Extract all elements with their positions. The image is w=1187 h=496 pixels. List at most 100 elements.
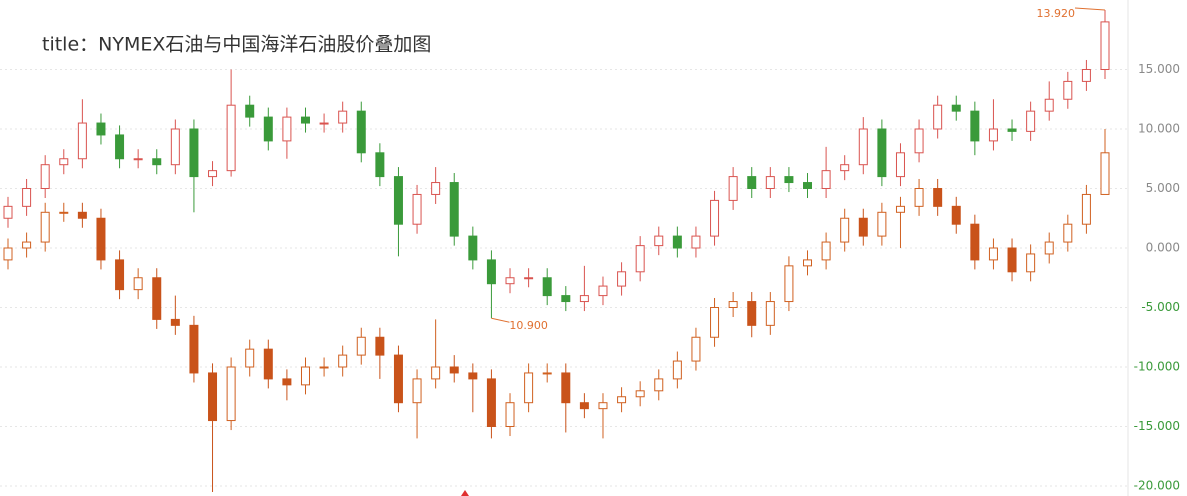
y-tick-label: -15.000 — [1134, 419, 1180, 433]
candle-body — [1063, 223, 1073, 243]
candle-body — [524, 277, 534, 280]
candle-body — [672, 360, 682, 380]
candle-body — [561, 372, 571, 404]
candle-body — [263, 348, 273, 380]
candle-body — [300, 116, 310, 124]
candle-body — [914, 128, 924, 154]
candle-body — [505, 402, 515, 428]
y-tick-label: -5.000 — [1141, 300, 1180, 314]
candle-body — [245, 104, 255, 118]
candle-body — [598, 402, 608, 410]
candle-body — [895, 152, 905, 178]
candle-body — [895, 205, 905, 213]
candle-body — [356, 110, 366, 154]
candle-body — [356, 336, 366, 356]
chart-title: title：NYMEX石油与中国海洋石油股价叠加图 — [42, 34, 431, 56]
candle-body — [635, 390, 645, 398]
candle-body — [635, 245, 645, 273]
annotation: 13.920 — [1037, 7, 1076, 20]
candle-body — [728, 301, 738, 309]
candle-body — [840, 217, 850, 243]
candle-body — [22, 241, 32, 249]
candle-body — [468, 235, 478, 261]
candle-body — [263, 116, 273, 142]
candle-body — [152, 158, 162, 166]
candle-body — [672, 235, 682, 249]
candle-body — [914, 187, 924, 207]
candle-body — [691, 336, 701, 362]
candle-body — [393, 176, 403, 225]
candle-body — [858, 128, 868, 166]
candle-body — [1044, 98, 1054, 112]
candle-body — [747, 176, 757, 189]
candle-body — [765, 301, 775, 326]
candle-body — [375, 336, 385, 356]
y-tick-label: -20.000 — [1134, 479, 1180, 493]
candle-body — [505, 277, 515, 285]
candle-body — [226, 366, 236, 422]
candle-body — [486, 259, 496, 285]
candle-body — [933, 187, 943, 207]
candle-body — [1100, 152, 1110, 195]
candle-body — [486, 378, 496, 428]
candle-body — [803, 182, 813, 189]
candle-body — [821, 241, 831, 261]
candle-body — [59, 158, 69, 166]
candle-body — [1044, 241, 1054, 255]
candle-body — [1026, 110, 1036, 132]
candle-body — [170, 128, 180, 166]
candle-body — [152, 277, 162, 320]
candle-body — [1026, 253, 1036, 273]
candle-body — [133, 277, 143, 291]
candle-body — [115, 134, 125, 160]
candle-body — [542, 277, 552, 297]
candle-body — [282, 116, 292, 142]
candle-body — [319, 366, 329, 369]
candle-body — [579, 295, 589, 303]
candle-body — [412, 193, 422, 225]
candle-body — [96, 217, 106, 261]
candle-body — [877, 128, 887, 178]
candle-body — [77, 122, 87, 160]
candle-body — [1100, 21, 1110, 70]
candle-body — [115, 259, 125, 291]
candle-body — [40, 164, 50, 189]
candle-body — [468, 372, 478, 380]
candle-body — [710, 199, 720, 237]
candle-body — [654, 235, 664, 247]
candle-body — [412, 378, 422, 404]
candle-body — [747, 301, 757, 326]
y-tick-label: -10.000 — [1134, 360, 1180, 374]
candle-body — [970, 223, 980, 261]
candle-body — [561, 295, 571, 303]
candle-body — [1081, 68, 1091, 82]
candle-body — [3, 205, 13, 219]
candle-body — [431, 366, 441, 380]
candle-body — [449, 366, 459, 374]
candle-body — [951, 205, 961, 225]
y-tick-label: 10.000 — [1138, 121, 1180, 135]
candle-body — [970, 110, 980, 142]
y-tick-label: 0.000 — [1146, 241, 1180, 255]
candle-body — [375, 152, 385, 178]
candle-body — [22, 187, 32, 207]
candle-body — [840, 164, 850, 172]
candle-body — [189, 128, 199, 178]
candle-body — [988, 128, 998, 142]
candle-body — [208, 372, 218, 422]
marker — [461, 490, 469, 496]
candle-body — [226, 104, 236, 172]
candle-body — [951, 104, 961, 112]
candle-body — [1007, 247, 1017, 273]
candle-body — [59, 211, 69, 214]
candle-body — [338, 110, 348, 124]
candle-body — [300, 366, 310, 386]
candle-body — [710, 307, 720, 338]
candle-body — [877, 211, 887, 237]
candle-body — [189, 324, 199, 374]
candle-body — [77, 211, 87, 219]
candle-body — [933, 104, 943, 130]
candle-body — [133, 158, 143, 161]
candle-body — [40, 211, 50, 243]
